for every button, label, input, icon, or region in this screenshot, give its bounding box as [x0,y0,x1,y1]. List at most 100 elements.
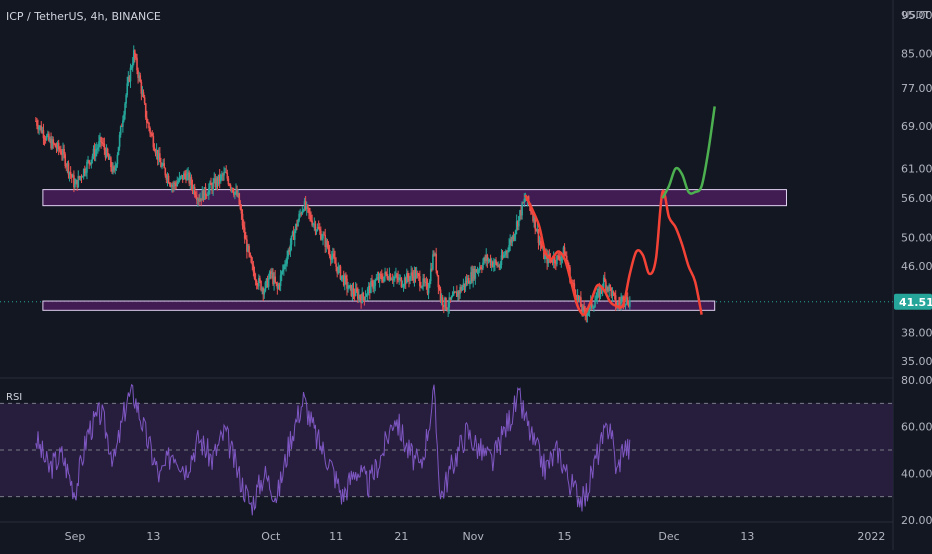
candle-body [165,175,168,180]
candle-body [414,270,417,279]
candle-body [453,292,456,293]
rsi-line [35,383,631,516]
candle-body [395,274,397,277]
candle-body [593,307,595,308]
candle-body [556,255,558,265]
candle-body [586,312,589,317]
candle-body [224,172,226,173]
candle-body [403,277,406,286]
candle-body [312,223,315,226]
candle-body [119,126,122,135]
projection-down-line [524,189,703,316]
candle-body [620,299,622,304]
candle-body [495,260,497,263]
candle-body [380,275,383,280]
candle-body [169,184,172,187]
candle-body [576,295,579,301]
candle-body [97,147,99,149]
candle-body [67,162,70,175]
candle-body [161,165,163,168]
candle-body [456,291,458,298]
candle-body [118,134,121,147]
candle-body [287,250,290,257]
candle-body [182,173,185,180]
candle-body [344,275,346,286]
zone-rect [42,300,716,311]
candle-body [229,185,232,189]
candle-body [127,76,130,84]
candle-body [277,284,280,289]
candle-body [77,176,80,188]
candle-body [70,174,73,178]
candle-body [137,70,139,78]
candle-body [114,167,117,171]
candle-body [68,172,71,175]
time-tick-label: 13 [146,530,160,543]
candle-body [202,190,205,200]
candle-body [353,294,356,296]
candle-body [184,173,186,176]
candle-body [469,283,471,285]
candle-body [457,291,459,298]
candle-body [328,250,331,256]
candle-body [194,194,197,198]
candle-body [573,283,576,290]
candle-body [422,278,424,287]
projection-layer [524,106,716,316]
candle-body [386,274,389,279]
candle-body [511,236,514,243]
candle-body [496,262,498,266]
candle-body [177,181,180,183]
candle-body [427,287,430,294]
candle-body [411,272,414,276]
candle-body [292,231,295,240]
candle-body [613,292,616,296]
candle-body [233,191,235,195]
candle-body [352,288,355,295]
candle-body [598,289,601,297]
time-tick-label: Nov [462,530,484,543]
candle-body [213,178,216,182]
candle-body [345,275,347,279]
candle-body [364,296,367,300]
candle-body [115,164,118,168]
candle-body [120,126,123,127]
candle-body [400,277,403,287]
candle-body [157,153,160,160]
candle-body [129,67,132,82]
candle-body [516,221,519,227]
candle-body [144,103,147,118]
candle-body [180,175,183,177]
candle-body [62,149,64,155]
time-tick-label: Dec [658,530,679,543]
candle-body [135,57,137,59]
candle-body [73,175,75,188]
candle-body [447,307,449,311]
candle-body [389,274,392,280]
candle-body [394,276,396,278]
candle-body [249,252,251,257]
rsi-layer [0,383,893,516]
candle-body [37,125,39,130]
candle-body [415,273,418,279]
candle-body [602,277,605,288]
candle-body [489,259,492,266]
candle-body [597,289,600,293]
candle-body [486,254,489,262]
candle-body [465,280,468,284]
candle-body [471,272,473,281]
candle-body [552,256,555,263]
candle-body [543,246,545,259]
candle-body [382,279,384,282]
candle-body [373,285,375,289]
candle-body [211,185,213,191]
candle-body [86,161,88,173]
candle-body [350,285,353,296]
candle-body [185,175,187,181]
candle-body [494,260,496,265]
candle-body [150,133,152,135]
candle-body [334,257,336,264]
candle-body [94,150,97,157]
candle-body [497,265,499,267]
